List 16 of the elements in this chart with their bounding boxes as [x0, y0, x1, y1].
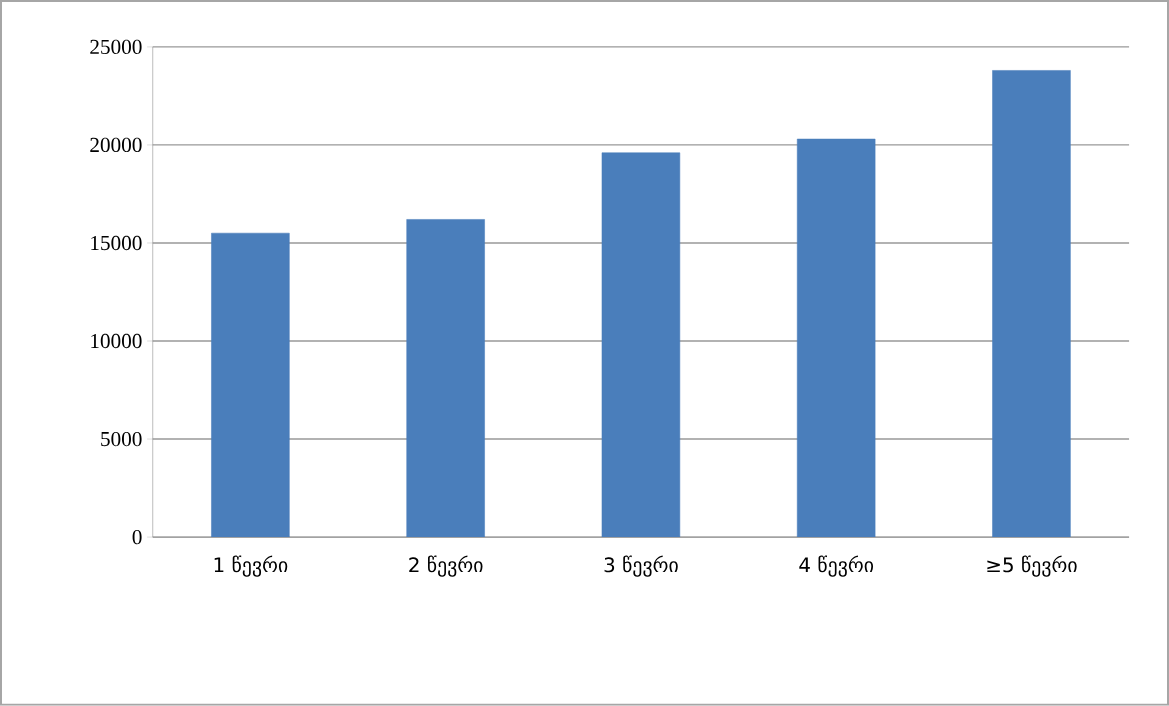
y-tick-label: 10000 [91, 333, 142, 349]
bar [992, 70, 1071, 538]
y-tick-label: 15000 [91, 235, 142, 251]
y-tick-label: 0 [132, 530, 142, 545]
bar [211, 233, 290, 538]
x-tick-label: ≥5 წევრი [987, 555, 1077, 577]
x-tick-label: 3 წევრი [604, 555, 678, 577]
bar [406, 219, 485, 538]
y-tick-label: 25000 [90, 39, 142, 55]
x-tick-label: 2 წევრი [409, 555, 483, 577]
x-tick-label: 4 წევრი [799, 555, 874, 577]
y-tick-label: 20000 [90, 137, 142, 153]
y-tick-label: 5000 [101, 431, 142, 447]
bar [796, 138, 876, 538]
bar [601, 152, 681, 538]
x-tick-label: 1 წევრი [214, 555, 288, 577]
